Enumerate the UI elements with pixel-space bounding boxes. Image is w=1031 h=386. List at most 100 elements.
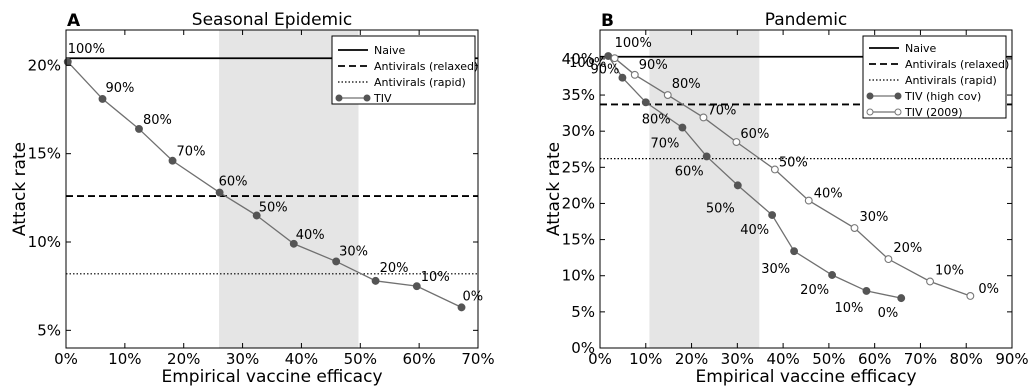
y-tick-label: 40% — [562, 50, 595, 68]
series-tiv-2009-point — [610, 54, 619, 63]
x-tick-label: 90% — [995, 350, 1028, 368]
panel-a: 100% 90% 80% 70% 60% 50% 40% 30% 20% 10% 0% 0% 10% 20… — [10, 10, 495, 386]
legend: Naive Antivirals (relaxed) Antivirals (rap… — [862, 35, 1009, 119]
series-tiv-2009-point-label: 40% — [814, 187, 843, 202]
legend-label: TIV (high cov) — [904, 90, 981, 103]
series-tiv-point — [63, 57, 72, 66]
series-tiv-2009-point-label: 30% — [860, 210, 889, 225]
series-tiv-high-cov-point — [768, 211, 777, 219]
series-tiv-2009-point-label: 20% — [893, 241, 922, 256]
x-tick-label: 60% — [402, 350, 435, 368]
x-tick-label: 70% — [904, 350, 937, 368]
series-tiv-high-cov-point-label: 70% — [650, 137, 679, 152]
series-tiv-2009-point-label: 60% — [740, 127, 769, 142]
y-tick-label: 25% — [562, 158, 595, 176]
legend-marker — [866, 92, 874, 100]
legend-label: Antivirals (relaxed) — [905, 58, 1009, 71]
legend-label: Naive — [374, 44, 406, 57]
series-tiv-2009-point-label: 100% — [615, 36, 652, 51]
series-tiv-high-cov-point-label: 10% — [835, 301, 864, 316]
y-tick-label: 35% — [562, 86, 595, 104]
series-tiv-2009-point-label: 90% — [639, 58, 668, 73]
x-tick-label: 80% — [950, 350, 983, 368]
series-tiv-high-cov-point — [733, 181, 742, 190]
series-tiv-high-cov-point-label: 30% — [761, 262, 790, 277]
series-tiv-high-cov-point-label: 40% — [740, 223, 769, 238]
x-axis-label: Empirical vaccine efficacy — [695, 367, 916, 386]
series-tiv-point-label: 100% — [68, 42, 105, 57]
legend-label: TIV (2009) — [904, 106, 963, 119]
series-tiv-2009-point — [884, 255, 893, 264]
y-tick-label: 20% — [562, 194, 595, 212]
series-tiv-high-cov-point — [790, 247, 799, 256]
y-tick-label: 10% — [562, 267, 595, 285]
series-tiv-point — [412, 282, 421, 291]
y-tick-label: 10% — [28, 233, 61, 251]
x-tick-label: 70% — [461, 350, 494, 368]
series-tiv-point-label: 80% — [143, 113, 172, 128]
series-tiv-point-label: 40% — [296, 228, 325, 243]
y-tick-label: 20% — [28, 56, 61, 74]
series-tiv-point-label: 70% — [177, 145, 206, 160]
x-tick-label: 0% — [54, 350, 78, 368]
panel-letter: A — [67, 11, 81, 31]
legend: Naive Antivirals (relaxed) Antivirals (rap… — [331, 35, 478, 105]
series-tiv-high-cov-point-label: 90% — [591, 63, 620, 78]
series-tiv-2009-point — [732, 138, 741, 146]
x-tick-label: 20% — [167, 350, 200, 368]
series-tiv-high-cov-point — [702, 152, 711, 161]
series-tiv-high-cov-point — [862, 286, 871, 295]
y-axis-label: Attack rate — [10, 142, 30, 236]
legend-label: Antivirals (rapid) — [374, 76, 466, 89]
x-tick-label: 0% — [588, 350, 612, 368]
series-tiv-point — [289, 239, 298, 248]
series-tiv-point — [332, 257, 341, 266]
series-tiv-point — [135, 124, 143, 133]
series-tiv-high-cov-point-label: 60% — [675, 164, 704, 179]
x-tick-label: 50% — [812, 350, 845, 368]
series-tiv-high-cov-point-label: 0% — [878, 306, 899, 321]
series-tiv-high-cov-point — [678, 123, 687, 132]
legend-marker — [894, 108, 902, 116]
y-tick-label: 5% — [37, 321, 61, 339]
y-axis-label: Attack rate — [544, 142, 564, 236]
series-tiv-point — [98, 94, 107, 103]
series-tiv-point — [252, 211, 261, 220]
y-tick-label: 30% — [562, 122, 595, 140]
series-tiv-point-label: 90% — [105, 81, 134, 96]
y-tick-label: 0% — [571, 339, 595, 357]
series-tiv-2009-point — [966, 292, 975, 300]
y-tick-label: 15% — [562, 231, 595, 249]
x-tick-label: 20% — [675, 350, 708, 368]
y-tick-label: 5% — [571, 303, 595, 321]
legend-marker — [866, 108, 874, 116]
legend-label: Antivirals (relaxed) — [374, 60, 478, 73]
series-tiv-point — [457, 303, 466, 312]
series-tiv-2009-point-label: 50% — [779, 155, 808, 170]
x-tick-label: 40% — [285, 350, 318, 368]
series-tiv-2009-point-label: 0% — [978, 282, 999, 297]
plot-frame — [65, 29, 479, 349]
series-tiv-high-cov-point — [641, 98, 650, 107]
legend-box — [331, 35, 476, 105]
series-tiv-2009-point — [770, 165, 779, 174]
series-tiv-2009-point — [926, 277, 935, 286]
legend-marker — [335, 94, 343, 102]
series-tiv-point-label: 0% — [463, 289, 484, 304]
x-tick-label: 10% — [108, 350, 141, 368]
series-tiv-point-label: 20% — [380, 261, 409, 276]
y-tick-label: 15% — [28, 145, 61, 163]
series-tiv-point-label: 30% — [339, 244, 368, 259]
series-tiv-2009-point — [850, 224, 859, 232]
x-axis-label: Empirical vaccine efficacy — [161, 367, 382, 386]
series-tiv-2009-point — [699, 113, 708, 122]
series-tiv-point-label: 10% — [421, 270, 450, 285]
series-tiv-point-label: 60% — [219, 175, 248, 190]
legend-marker — [363, 94, 371, 102]
series-tiv-2009-point-label: 70% — [707, 103, 736, 118]
series-tiv-high-cov-point-label: 20% — [800, 283, 829, 298]
x-tick-label: 40% — [766, 350, 799, 368]
series-tiv-high-cov-point — [618, 73, 627, 82]
legend-label: TIV — [373, 92, 392, 105]
